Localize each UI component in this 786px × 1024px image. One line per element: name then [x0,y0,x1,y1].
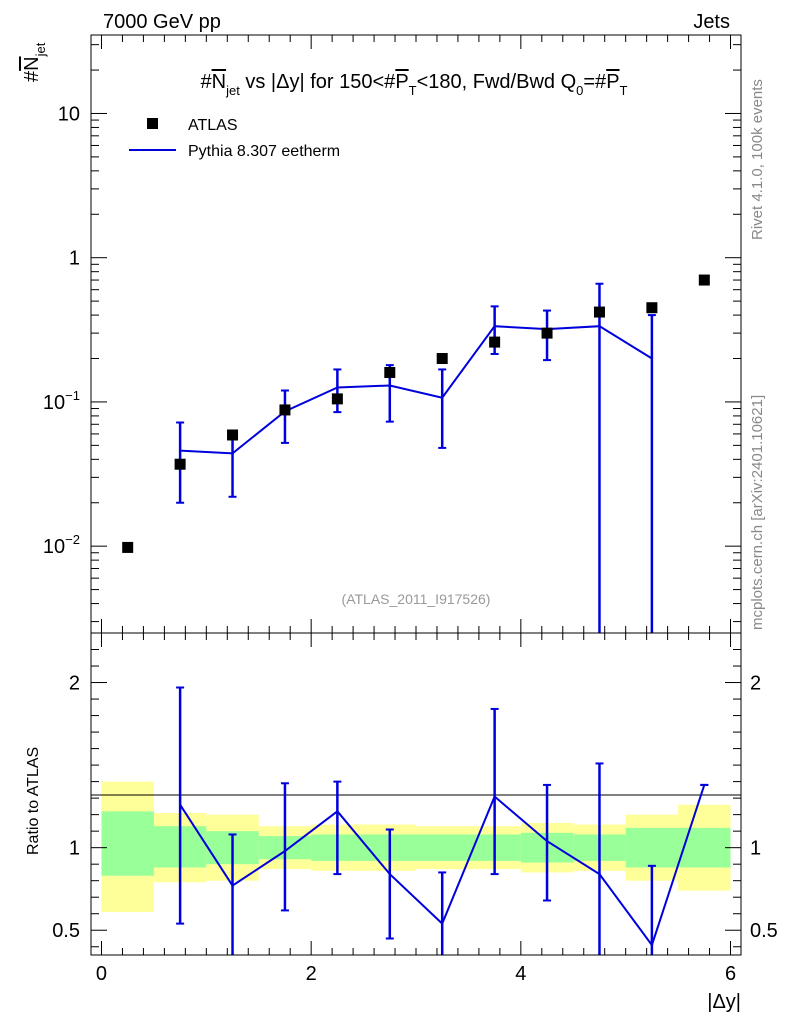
title-p: P [395,71,408,93]
x-tick-label: 0 [96,963,107,985]
title-zero-sub: 0 [576,83,583,98]
header-right: Jets [693,11,730,33]
title-n: N [212,71,226,93]
y-axis-label-upper: #Njet [21,42,48,82]
legend-marker-atlas [147,118,158,129]
ratio-y-tick-label-right: 1 [750,838,761,860]
data-point [489,336,501,348]
data-point [384,366,396,378]
uncertainty-band-inner [625,827,679,868]
data-point [436,353,448,365]
title-jet-sub: jet [225,83,240,98]
x-axis-label: |Δy| [707,991,741,1013]
title-hash: # [201,71,213,93]
ratio-plot-frame [90,632,742,956]
x-tick-label: 2 [306,963,317,985]
y-tick-label: 10 [58,103,80,125]
side-label-rivet: Rivet 4.1.0, 100k events [749,79,766,240]
data-point [279,404,291,416]
header-left: 7000 GeV pp [103,11,221,33]
ratio-y-tick-label-left: 0.5 [52,920,80,942]
legend: ATLAS Pythia 8.307 eetherm [129,117,340,160]
uncertainty-band-inner [678,827,731,868]
data-point [227,429,239,441]
data-point [541,327,553,339]
title-mid: vs |Δy| for 150<# [240,71,396,93]
uncertainty-band-inner [416,834,469,861]
side-label-site: mcplots.cern.ch [arXiv:2401.10621] [749,395,766,630]
ratio-y-tick-label-right: 0.5 [750,920,778,942]
data-point [174,458,186,470]
ratio-plot-panel: 0.5 0.5 1 1 2 2 0 2 4 6 Ratio to ATLAS |Δy| [25,632,778,1013]
y-tick-label: 10−2 [43,532,80,558]
ratio-y-tick-label-right: 2 [750,673,761,695]
y-axis-label-ratio: Ratio to ATLAS [25,747,42,855]
data-point [122,541,134,553]
uncertainty-band-inner [101,811,154,876]
title-t2-sub: T [620,83,628,98]
y-tick-label: 10−1 [43,388,80,414]
analysis-watermark: (ATLAS_2011_I917526) [342,591,491,607]
data-point [331,393,343,405]
x-tick-label: 6 [725,963,736,985]
y-tick-label: 1 [69,248,80,270]
mc-line [180,325,653,455]
title-eq: =# [583,71,607,93]
ratio-y-tick-label-left: 2 [69,673,80,695]
title-t1-sub: T [409,83,417,98]
data-point [593,306,605,318]
title-p2: P [606,71,619,93]
x-tick-label: 4 [515,963,526,985]
legend-label-pythia: Pythia 8.307 eetherm [188,143,340,160]
data-point [646,302,658,314]
title-mid2: <180, Fwd/Bwd Q [417,71,577,93]
ratio-y-tick-label-left: 1 [69,838,80,860]
chart-title: #Njet vs |Δy| for 150<#PT<180, Fwd/Bwd Q… [201,71,628,98]
legend-label-atlas: ATLAS [188,117,238,134]
data-point [698,274,710,286]
